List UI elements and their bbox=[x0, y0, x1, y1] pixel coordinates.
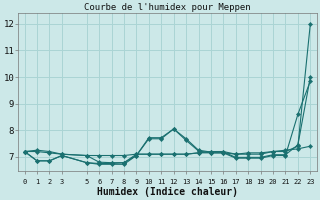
X-axis label: Humidex (Indice chaleur): Humidex (Indice chaleur) bbox=[97, 186, 238, 197]
Title: Courbe de l'humidex pour Meppen: Courbe de l'humidex pour Meppen bbox=[84, 3, 251, 12]
